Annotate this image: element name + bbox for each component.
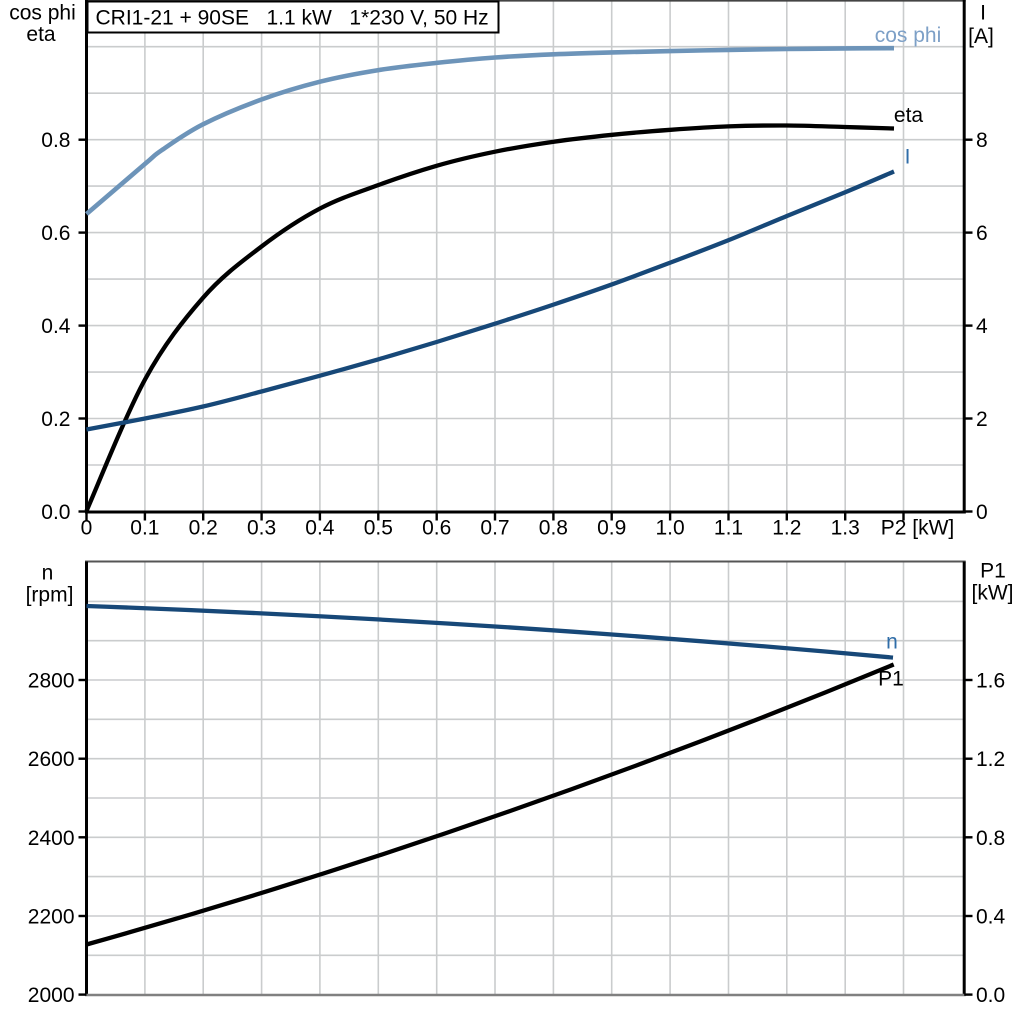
svg-text:eta: eta <box>26 23 56 46</box>
svg-text:1.0: 1.0 <box>655 517 684 540</box>
svg-text:1.2: 1.2 <box>976 748 1005 771</box>
svg-text:0.4: 0.4 <box>305 517 335 540</box>
svg-text:n: n <box>886 631 898 654</box>
svg-text:P1: P1 <box>878 668 904 691</box>
svg-text:eta: eta <box>894 104 924 127</box>
svg-text:2000: 2000 <box>28 984 75 1007</box>
svg-text:6: 6 <box>976 222 988 245</box>
svg-text:0.8: 0.8 <box>539 517 568 540</box>
svg-text:0.4: 0.4 <box>976 906 1006 929</box>
svg-text:CRI1-21 + 90SE 1.1 kW 1*23: CRI1-21 + 90SE 1.1 kW 1*230 V, 50 Hz <box>96 7 489 30</box>
svg-text:I: I <box>980 2 986 25</box>
svg-text:P2 [kW]: P2 [kW] <box>881 517 955 540</box>
svg-text:8: 8 <box>976 129 988 152</box>
svg-text:0.0: 0.0 <box>41 501 70 524</box>
svg-text:4: 4 <box>976 315 988 338</box>
svg-text:0.2: 0.2 <box>41 408 70 431</box>
svg-text:0.2: 0.2 <box>189 517 218 540</box>
svg-text:0.9: 0.9 <box>597 517 626 540</box>
svg-text:0.5: 0.5 <box>364 517 393 540</box>
svg-text:0.8: 0.8 <box>41 129 70 152</box>
svg-text:0.0: 0.0 <box>976 984 1005 1007</box>
svg-text:2600: 2600 <box>28 748 75 771</box>
svg-text:2: 2 <box>976 408 988 431</box>
svg-text:1.3: 1.3 <box>831 517 860 540</box>
svg-text:0: 0 <box>976 501 988 524</box>
svg-text:I: I <box>905 146 911 169</box>
svg-text:0.6: 0.6 <box>422 517 451 540</box>
svg-text:0.1: 0.1 <box>130 517 159 540</box>
svg-text:[A]: [A] <box>968 25 994 48</box>
svg-text:0.8: 0.8 <box>976 827 1005 850</box>
svg-text:cos phi: cos phi <box>875 24 942 47</box>
svg-text:cos phi: cos phi <box>9 2 76 25</box>
svg-text:2800: 2800 <box>28 670 75 693</box>
svg-text:P1: P1 <box>980 560 1006 583</box>
svg-text:0.7: 0.7 <box>480 517 509 540</box>
svg-text:[kW]: [kW] <box>972 582 1014 605</box>
svg-text:0: 0 <box>81 517 93 540</box>
svg-text:[rpm]: [rpm] <box>26 584 74 607</box>
svg-text:1.6: 1.6 <box>976 670 1005 693</box>
svg-text:2400: 2400 <box>28 827 75 850</box>
svg-text:0.6: 0.6 <box>41 222 70 245</box>
svg-text:0.3: 0.3 <box>247 517 276 540</box>
svg-text:1.2: 1.2 <box>772 517 801 540</box>
svg-text:1.1: 1.1 <box>714 517 743 540</box>
svg-text:2200: 2200 <box>28 906 75 929</box>
svg-text:0.4: 0.4 <box>41 315 71 338</box>
svg-text:n: n <box>42 562 54 585</box>
